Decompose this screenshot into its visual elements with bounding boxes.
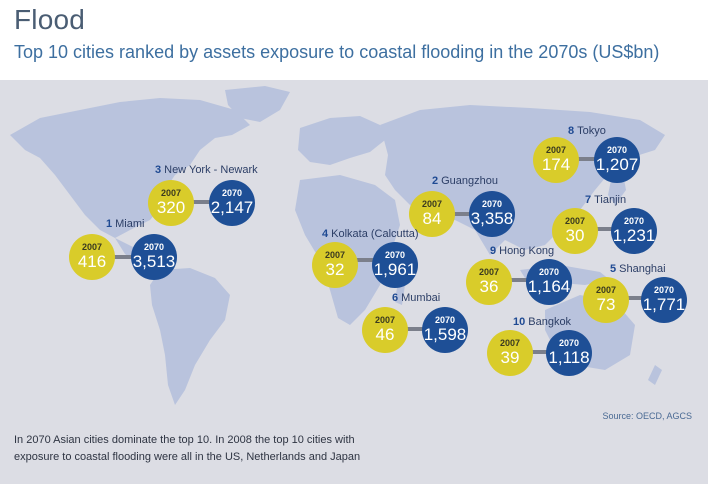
year-label: 2007	[324, 250, 346, 260]
bubble-2007-bangkok: 2007 39	[487, 330, 533, 376]
city-rank: 2	[432, 175, 439, 187]
value-2007: 174	[541, 155, 571, 174]
bubble-2070-miami: 2070 3,513	[131, 234, 177, 280]
city-name: Mumbai	[401, 292, 441, 304]
year-label: 2007	[160, 188, 182, 198]
city-name: New York - Newark	[164, 164, 258, 176]
city-label-tianjin: 7 Tianjin	[585, 194, 626, 206]
value-2007: 32	[325, 260, 345, 279]
value-2070: 1,164	[527, 277, 571, 296]
city-label-guangzhou: 2 Guangzhou	[432, 175, 498, 187]
bubble-2007-kolkata: 2007 32	[312, 242, 358, 288]
year-label: 2070	[481, 199, 503, 209]
footnote: In 2070 Asian cities dominate the top 10…	[14, 434, 361, 463]
city-rank: 3	[155, 164, 162, 176]
year-label: 2070	[221, 188, 243, 198]
value-2070: 1,961	[373, 260, 417, 279]
greenland-landmass	[225, 86, 290, 122]
value-2070: 3,358	[470, 209, 514, 228]
year-label: 2007	[374, 315, 396, 325]
value-2070: 1,231	[612, 226, 656, 245]
value-2070: 1,118	[548, 348, 590, 367]
year-label: 2007	[595, 285, 617, 295]
value-2070: 2,147	[210, 198, 254, 217]
page-subtitle: Top 10 cities ranked by assets exposure …	[14, 42, 660, 62]
bubble-2070-bangkok: 2070 1,118	[546, 330, 592, 376]
bubble-2070-guangzhou: 2070 3,358	[469, 191, 515, 237]
bubble-2070-tianjin: 2070 1,231	[611, 208, 657, 254]
year-label: 2070	[558, 338, 580, 348]
year-label: 2007	[421, 199, 443, 209]
city-name: Tianjin	[594, 194, 627, 206]
value-2007: 39	[500, 348, 520, 367]
city-name: Shanghai	[619, 263, 666, 275]
city-rank: 10	[513, 316, 526, 328]
city-name: Bangkok	[528, 316, 572, 328]
year-label: 2070	[143, 242, 165, 252]
city-rank: 8	[568, 125, 575, 137]
city-name: Guangzhou	[441, 175, 499, 187]
bubble-2007-new-york: 2007 320	[148, 180, 194, 226]
city-rank: 5	[610, 263, 617, 275]
value-2007: 73	[596, 295, 616, 314]
city-rank: 9	[490, 245, 497, 257]
year-label: 2007	[545, 145, 567, 155]
value-2007: 84	[422, 209, 442, 228]
bubble-2070-mumbai: 2070 1,598	[422, 307, 468, 353]
value-2007: 36	[479, 277, 499, 296]
bubble-2007-miami: 2007 416	[69, 234, 115, 280]
source-credit: Source: OECD, AGCS	[602, 411, 692, 421]
year-label: 2070	[434, 315, 456, 325]
europe-landmass	[298, 116, 385, 165]
year-label: 2007	[478, 267, 500, 277]
value-2007: 46	[375, 325, 395, 344]
year-label: 2070	[653, 285, 675, 295]
year-label: 2070	[606, 145, 628, 155]
value-2070: 1,207	[595, 155, 639, 174]
city-rank: 6	[392, 292, 399, 304]
value-2070: 1,771	[642, 295, 686, 314]
year-label: 2070	[538, 267, 560, 277]
new-zealand-landmass	[648, 365, 662, 385]
city-label-kolkata: 4 Kolkata (Calcutta)	[322, 228, 419, 240]
city-name: Kolkata (Calcutta)	[331, 228, 419, 240]
north-america-landmass	[10, 98, 250, 238]
bubble-2070-hong-kong: 2070 1,164	[526, 259, 572, 305]
year-label: 2007	[81, 242, 103, 252]
year-label: 2007	[499, 338, 521, 348]
city-label-hong-kong: 9 Hong Kong	[490, 245, 554, 257]
city-label-tokyo: 8 Tokyo	[568, 125, 606, 137]
page-title: Flood	[14, 4, 86, 35]
city-name: Tokyo	[577, 125, 606, 137]
bubble-2070-tokyo: 2070 1,207	[594, 137, 640, 183]
city-rank: 1	[106, 218, 113, 230]
value-2070: 3,513	[132, 252, 176, 271]
value-2007: 320	[156, 198, 186, 217]
south-america-landmass	[150, 268, 230, 405]
bubble-2070-new-york: 2070 2,147	[209, 180, 255, 226]
year-label: 2007	[564, 216, 586, 226]
year-label: 2070	[384, 250, 406, 260]
city-rank: 7	[585, 194, 592, 206]
bubble-2070-shanghai: 2070 1,771	[641, 277, 687, 323]
city-label-shanghai: 5 Shanghai	[610, 263, 666, 275]
value-2070: 1,598	[423, 325, 467, 344]
bubble-2070-kolkata: 2070 1,961	[372, 242, 418, 288]
city-name: Miami	[115, 218, 145, 230]
city-label-bangkok: 10 Bangkok	[513, 316, 571, 328]
bubble-2007-mumbai: 2007 46	[362, 307, 408, 353]
bubble-2007-tokyo: 2007 174	[533, 137, 579, 183]
bubble-2007-shanghai: 2007 73	[583, 277, 629, 323]
city-label-mumbai: 6 Mumbai	[392, 292, 440, 304]
bubble-2007-hong-kong: 2007 36	[466, 259, 512, 305]
value-2007: 30	[565, 226, 585, 245]
city-rank: 4	[322, 228, 329, 240]
bubble-2007-tianjin: 2007 30	[552, 208, 598, 254]
value-2007: 416	[77, 252, 107, 271]
city-label-new-york: 3 New York - Newark	[155, 164, 258, 176]
year-label: 2070	[623, 216, 645, 226]
bubble-2007-guangzhou: 2007 84	[409, 191, 455, 237]
city-label-miami: 1 Miami	[106, 218, 144, 230]
city-name: Hong Kong	[499, 245, 555, 257]
